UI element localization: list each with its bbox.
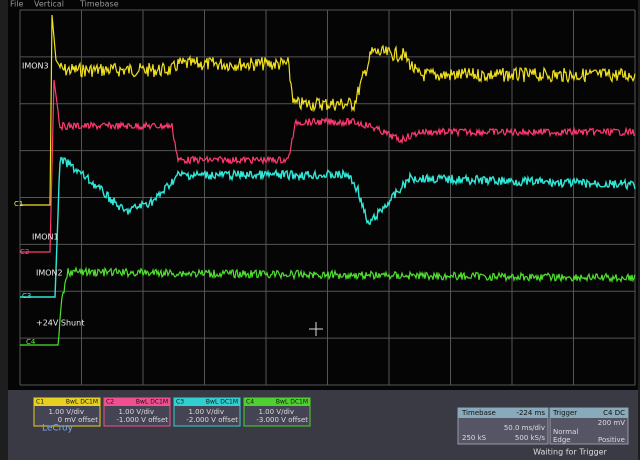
channel-box[interactable]: C4 BwL DC1M 1.00 V/div-3.000 V offset bbox=[243, 397, 311, 427]
channel-name: C4 bbox=[246, 399, 254, 406]
traces bbox=[20, 14, 636, 346]
waveform bbox=[20, 156, 636, 298]
channel-marker: C1 bbox=[14, 200, 23, 208]
channel-header bbox=[34, 398, 100, 406]
waveform bbox=[20, 265, 636, 346]
timebase-scale: 50.0 ms/div bbox=[504, 424, 545, 432]
timebase-samples: 250 kS bbox=[462, 434, 487, 442]
channel-header bbox=[244, 398, 310, 406]
display bbox=[8, 0, 638, 390]
channel-scale: 1.00 V/div bbox=[189, 408, 225, 416]
trigger-source: C4 DC bbox=[603, 409, 625, 417]
channel-scale: 1.00 V/div bbox=[259, 408, 295, 416]
trigger-mode: Normal bbox=[553, 428, 578, 436]
channel-coupling: BwL DC1M bbox=[136, 399, 168, 406]
trigger-header bbox=[550, 408, 628, 418]
channel-box[interactable]: C3 BwL DC1M 1.00 V/div-2.000 V offset bbox=[173, 397, 241, 427]
channel-header bbox=[174, 398, 240, 406]
timebase-rate: 500 kS/s bbox=[515, 434, 545, 442]
menu-item[interactable]: Timebase bbox=[79, 0, 119, 9]
channel-name: C1 bbox=[36, 399, 44, 406]
trigger-slope: Positive bbox=[598, 436, 625, 444]
channel-scale: 1.00 V/div bbox=[119, 408, 155, 416]
channel-offset: 0 mV offset bbox=[58, 416, 99, 424]
channel-marker: C2 bbox=[20, 248, 29, 256]
channel-offset: -1.000 V offset bbox=[116, 416, 168, 424]
channel-box[interactable]: C2 BwL DC1M 1.00 V/div-1.000 V offset bbox=[103, 397, 171, 427]
timebase-box[interactable]: Timebase -224 ms 50.0 ms/div 250 kS 500 … bbox=[457, 407, 549, 445]
channel-header bbox=[104, 398, 170, 406]
trace-label: IMON1 bbox=[32, 233, 59, 242]
trace-labels: IMON3 IMON1 IMON2 +24V Shunt C1 C2 C3 C4 bbox=[14, 62, 84, 347]
channel-marker: C3 bbox=[22, 292, 31, 300]
menu-item[interactable]: Vertical bbox=[34, 0, 64, 9]
channel-coupling: BwL DC1M bbox=[66, 399, 98, 406]
channel-scale: 1.00 V/div bbox=[49, 408, 85, 416]
trace-label: IMON3 bbox=[22, 62, 49, 71]
trigger-type: Edge bbox=[553, 436, 571, 444]
channel-marker: C4 bbox=[26, 338, 36, 346]
channel-name: C2 bbox=[106, 399, 114, 406]
channel-name: C3 bbox=[176, 399, 184, 406]
trigger-title: Trigger bbox=[552, 409, 577, 417]
trigger-level: 200 mV bbox=[598, 419, 625, 427]
channel-offset: -2.000 V offset bbox=[186, 416, 238, 424]
brand: LeCroy bbox=[42, 424, 74, 434]
channel-coupling: BwL DC1M bbox=[206, 399, 238, 406]
menu-bar: File Vertical Timebase bbox=[10, 0, 119, 9]
waveform bbox=[20, 79, 636, 253]
waveform bbox=[20, 14, 636, 206]
trigger-box[interactable]: Trigger C4 DC 200 mV Normal Edge Positiv… bbox=[549, 407, 629, 445]
trace-label: IMON2 bbox=[36, 269, 63, 278]
timebase-title: Timebase bbox=[461, 409, 496, 417]
channel-offset: -3.000 V offset bbox=[256, 416, 308, 424]
channel-coupling: BwL DC1M bbox=[276, 399, 308, 406]
timebase-delay: -224 ms bbox=[516, 409, 545, 417]
status-message: Waiting for Trigger bbox=[533, 448, 607, 457]
trace-label: +24V Shunt bbox=[36, 319, 84, 328]
menu-item[interactable]: File bbox=[10, 0, 23, 9]
timebase-header bbox=[458, 408, 548, 418]
